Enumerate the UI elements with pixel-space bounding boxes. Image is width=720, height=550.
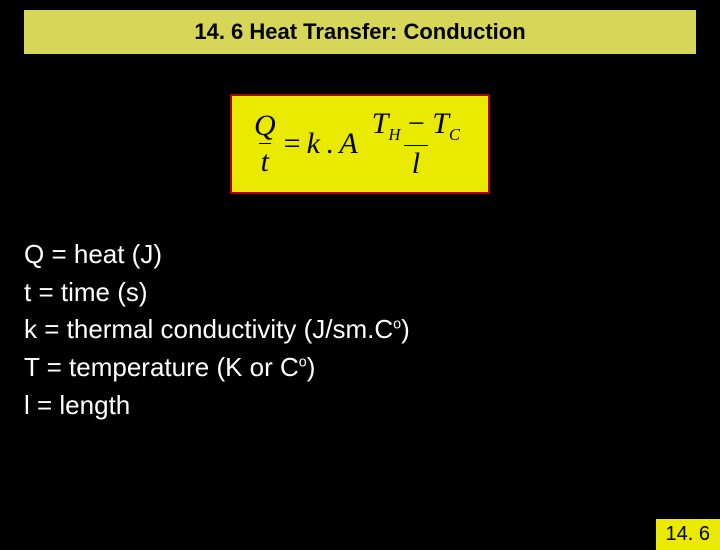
def-temp-pre: T = temperature (K or C [24, 352, 299, 382]
title-bar: 14. 6 Heat Transfer: Conduction [24, 10, 696, 54]
minus-sign: − [400, 107, 432, 140]
def-temp-sup: o [299, 354, 307, 370]
slide-title: 14. 6 Heat Transfer: Conduction [194, 19, 525, 45]
formula-box: Q t = k.A TH − TC l [230, 94, 490, 194]
a-term: A [339, 127, 357, 161]
def-q: Q = heat (J) [24, 236, 696, 274]
dot: . [326, 127, 334, 161]
def-k-pre: k = thermal conductivity (J/sm.C [24, 314, 393, 344]
page-number: 14. 6 [656, 519, 720, 550]
def-l: l = length [24, 387, 696, 425]
equals-sign: = [284, 127, 301, 161]
def-k: k = thermal conductivity (J/sm.Co) [24, 311, 696, 349]
def-k-sup: o [393, 317, 401, 333]
lhs-fraction: Q t [252, 110, 278, 178]
k-term: k [307, 127, 320, 161]
def-temp: T = temperature (K or Co) [24, 349, 696, 387]
conduction-formula: Q t = k.A TH − TC l [252, 108, 468, 180]
tc-var: T [432, 107, 449, 140]
def-t: t = time (s) [24, 274, 696, 312]
def-temp-post: ) [307, 352, 316, 382]
th-var: T [372, 107, 389, 140]
lhs-denominator: t [259, 143, 271, 178]
lhs-numerator: Q [252, 110, 278, 144]
rhs-fraction: TH − TC l [364, 108, 468, 180]
th-sub: H [388, 125, 400, 144]
definitions-block: Q = heat (J) t = time (s) k = thermal co… [24, 236, 696, 424]
def-k-post: ) [401, 314, 410, 344]
rhs-denominator: l [404, 145, 428, 180]
rhs-numerator: TH − TC [364, 108, 468, 145]
tc-sub: C [449, 125, 460, 144]
